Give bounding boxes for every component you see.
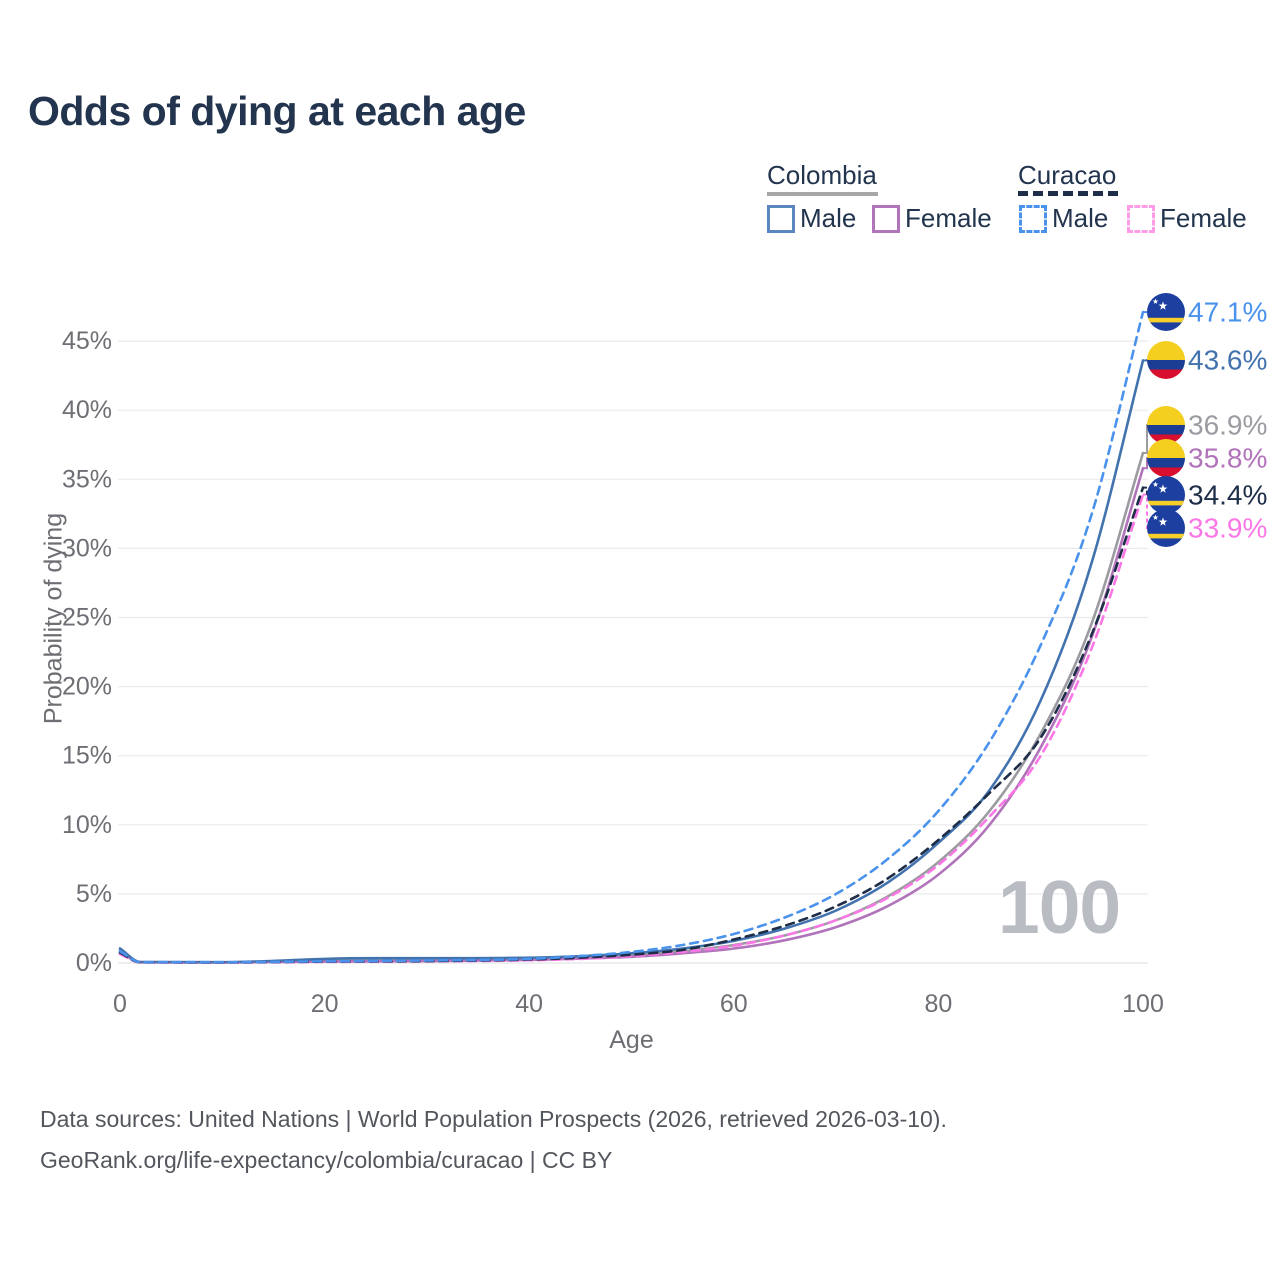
y-axis-title: Probability of dying xyxy=(39,512,68,725)
colombia-line-swatch xyxy=(767,192,878,196)
legend-label: Male xyxy=(1052,203,1109,233)
y-tick-label: 5% xyxy=(76,880,112,908)
legend-item-curacao-female[interactable]: Female xyxy=(1127,203,1247,234)
odds-of-dying-chart: 0% 5% 10% 15% 20% 25% 30% 35% 40% 45% 0 20 40 60 80 100… xyxy=(62,0,1267,1054)
x-tick-label: 80 xyxy=(924,990,952,1018)
end-value-label-curacao_female: 33.9% xyxy=(1188,513,1267,544)
axis-labels: 0% 5% 10% 15% 20% 25% 30% 35% 40% 45% 0 20 40 60 80 100… xyxy=(62,327,1164,1054)
legend-item-curacao-male[interactable]: Male xyxy=(1019,203,1108,234)
curacao-female-swatch xyxy=(1127,204,1155,233)
y-tick-label: 10% xyxy=(62,811,112,839)
series-line-curacao_male xyxy=(118,310,1145,964)
legend-label: Female xyxy=(1160,203,1247,233)
end-value-label-colombia_female: 35.8% xyxy=(1188,443,1267,474)
series-line-curacao_total xyxy=(118,486,1145,964)
footer-sources: Data sources: United Nations | World Pop… xyxy=(40,1106,947,1132)
end-value-label-colombia_total: 36.9% xyxy=(1188,410,1267,441)
y-tick-label: 25% xyxy=(62,604,112,632)
y-tick-label: 20% xyxy=(62,673,112,701)
curacao-flag-icon xyxy=(1147,509,1185,547)
end-value-label-curacao_male: 47.1% xyxy=(1188,297,1267,328)
y-tick-label: 40% xyxy=(62,396,112,424)
connector-curacao_female xyxy=(1143,493,1153,529)
colombia-female-swatch xyxy=(872,204,900,233)
colombia-male-swatch xyxy=(767,204,795,233)
series-line-curacao_female xyxy=(118,493,1145,964)
x-tick-label: 20 xyxy=(311,990,339,1018)
curacao-flag-icon xyxy=(1147,293,1185,331)
curacao-flag-icon xyxy=(1147,476,1185,514)
x-tick-label: 100 xyxy=(1122,990,1164,1018)
series-line-colombia_total xyxy=(118,451,1145,964)
y-tick-label: 35% xyxy=(62,465,112,493)
page-title: Odds of dying at each age xyxy=(28,88,526,134)
x-tick-label: 60 xyxy=(720,990,748,1018)
age-counter-watermark: 100 xyxy=(998,865,1121,949)
legend-label: Female xyxy=(905,203,992,233)
y-tick-label: 15% xyxy=(62,742,112,770)
y-tick-label: 0% xyxy=(76,949,112,977)
series-line-colombia_female xyxy=(118,466,1145,964)
x-tick-label: 0 xyxy=(113,990,127,1018)
colombia-flag-icon xyxy=(1147,439,1185,477)
x-tick-label: 40 xyxy=(515,990,543,1018)
legend-group-curacao[interactable]: Curacao xyxy=(1018,160,1117,190)
legend-group-colombia[interactable]: Colombia xyxy=(767,160,877,190)
gridlines xyxy=(118,340,1148,964)
colombia-flag-icon xyxy=(1147,406,1185,444)
series-line-colombia_male xyxy=(118,359,1145,964)
legend-label: Male xyxy=(800,203,857,233)
x-axis-title: Age xyxy=(609,1026,653,1054)
y-tick-label: 30% xyxy=(62,534,112,562)
curacao-line-swatch xyxy=(1018,191,1118,196)
end-value-label-colombia_male: 43.6% xyxy=(1188,345,1267,376)
end-value-label-curacao_total: 34.4% xyxy=(1188,480,1267,511)
series-lines xyxy=(118,310,1145,964)
y-tick-label: 45% xyxy=(62,327,112,355)
legend-item-colombia-male[interactable]: Male xyxy=(767,203,856,234)
footer-attribution: GeoRank.org/life-expectancy/colombia/cur… xyxy=(40,1147,613,1173)
end-labels: 36.9%35.8% 43.6% 33.9%34.4% 47.1% xyxy=(1147,293,1267,547)
legend-item-colombia-female[interactable]: Female xyxy=(872,203,992,234)
curacao-male-swatch xyxy=(1019,204,1047,233)
colombia-flag-icon xyxy=(1147,341,1185,379)
